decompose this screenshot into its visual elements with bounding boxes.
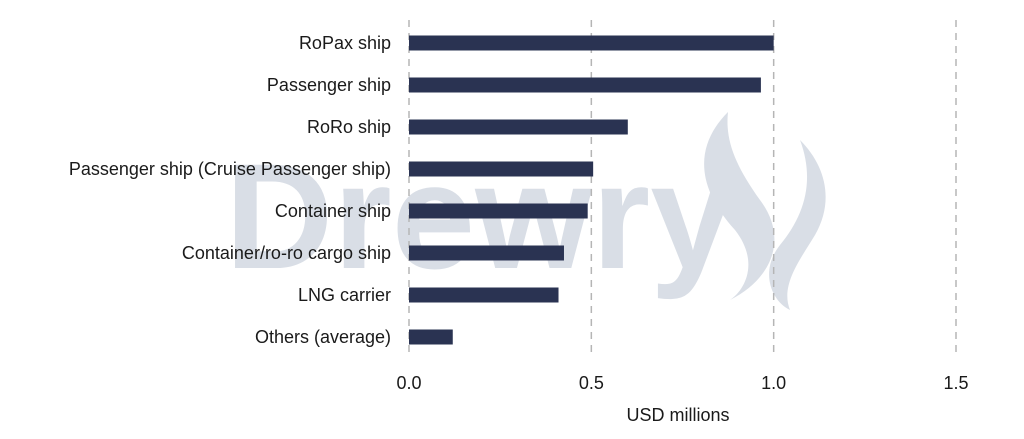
x-tick-label: 1.5 bbox=[943, 373, 968, 393]
category-label: Container/ro-ro cargo ship bbox=[182, 243, 391, 263]
category-label: RoRo ship bbox=[307, 117, 391, 137]
category-label: Others (average) bbox=[255, 327, 391, 347]
bar bbox=[409, 77, 761, 93]
bar bbox=[409, 329, 453, 345]
bar bbox=[409, 203, 588, 219]
bars bbox=[409, 35, 774, 345]
bar bbox=[409, 161, 594, 177]
x-tick-label: 0.5 bbox=[579, 373, 604, 393]
category-label: Passenger ship bbox=[267, 75, 391, 95]
category-label: LNG carrier bbox=[298, 285, 391, 305]
category-label: Passenger ship (Cruise Passenger ship) bbox=[69, 159, 391, 179]
bar bbox=[409, 35, 774, 51]
bar bbox=[409, 119, 628, 135]
category-label: RoPax ship bbox=[299, 33, 391, 53]
x-tick-labels: 0.0 0.5 1.0 1.5 bbox=[396, 373, 968, 393]
category-labels: RoPax ship Passenger ship RoRo ship Passeng… bbox=[69, 33, 391, 347]
bar bbox=[409, 245, 564, 261]
flame-logo-icon bbox=[704, 112, 826, 310]
x-tick-label: 1.0 bbox=[761, 373, 786, 393]
watermark: Drewry bbox=[225, 112, 826, 310]
category-label: Container ship bbox=[275, 201, 391, 221]
bar bbox=[409, 287, 559, 303]
x-tick-label: 0.0 bbox=[396, 373, 421, 393]
x-axis-title: USD millions bbox=[626, 405, 729, 425]
